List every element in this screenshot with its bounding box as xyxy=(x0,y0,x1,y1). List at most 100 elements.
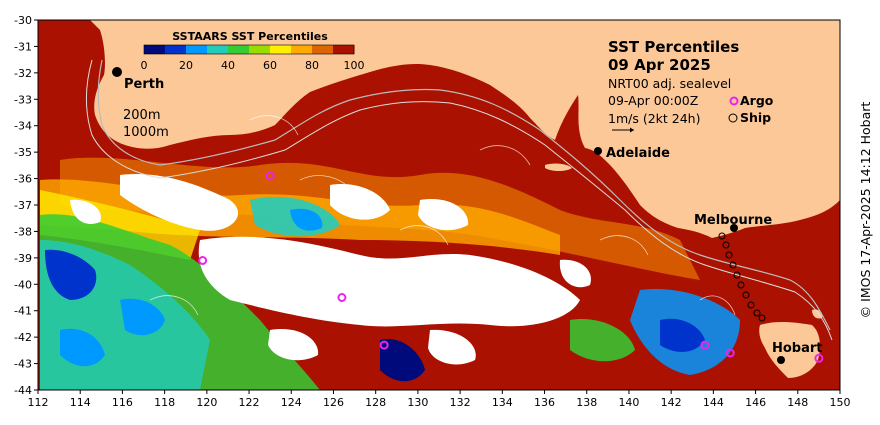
colorbar-swatch xyxy=(144,45,166,54)
argo-float-marker[interactable] xyxy=(814,353,824,363)
y-tick-label: -35 xyxy=(14,146,32,159)
timestamp: 09-Apr 00:00Z xyxy=(608,93,698,108)
imos-credit: © IMOS 17-Apr-2025 14:12 Hobart xyxy=(858,102,873,319)
x-tick-label: 148 xyxy=(787,396,808,409)
sst-cold-patch-tas-2 xyxy=(660,318,705,352)
argo-float-marker[interactable] xyxy=(198,256,208,265)
y-tick-label: -34 xyxy=(14,120,32,133)
contour-1000m xyxy=(85,59,833,341)
city-label-perth: Perth xyxy=(124,77,164,92)
argo-legend-label: Argo xyxy=(740,93,774,108)
sst-cold-patch-4 xyxy=(380,339,425,382)
land-kangaroo-island xyxy=(545,163,572,171)
y-tick-label: -33 xyxy=(14,93,32,106)
x-tick-label: 150 xyxy=(830,396,851,409)
land-australia xyxy=(38,20,840,238)
x-tick-label: 124 xyxy=(281,396,302,409)
argo-float-marker[interactable] xyxy=(379,340,389,350)
colorbar-title: SSTAARS SST Percentiles xyxy=(172,30,328,43)
y-tick-label: -39 xyxy=(14,252,32,265)
y-tick-label: -30 xyxy=(14,14,32,27)
y-tick-label: -37 xyxy=(14,199,32,212)
x-axis: 112 114 116 118 120 122 124 126 128 130 132 134 136 1… xyxy=(28,390,851,409)
cloud-1 xyxy=(120,174,239,231)
x-tick-label: 138 xyxy=(576,396,597,409)
colorbar-tick-label: 60 xyxy=(263,59,277,72)
city-dot-hobart xyxy=(777,356,785,364)
contour-legend-200m: 200m xyxy=(123,108,160,123)
colorbar-swatch xyxy=(186,45,208,54)
x-tick-label: 118 xyxy=(154,396,175,409)
city-dot-perth xyxy=(112,67,122,77)
map-title: SST Percentiles xyxy=(608,38,739,56)
y-axis: -30 -31 -32 -33 -34 -35 -36 -37 -38 -39 -40 -41 -42 -… xyxy=(14,14,38,397)
colorbar-swatch xyxy=(312,45,334,54)
cloud-6 xyxy=(428,329,476,365)
x-tick-label: 122 xyxy=(239,396,260,409)
x-tick-label: 116 xyxy=(112,396,133,409)
x-tick-label: 126 xyxy=(323,396,344,409)
cloud-5 xyxy=(268,329,319,361)
colorbar-swatch xyxy=(207,45,229,54)
colorbar-swatch xyxy=(270,45,292,54)
sst-cold-patch-2 xyxy=(120,298,165,336)
city-label-adelaide: Adelaide xyxy=(606,146,670,161)
colorbar-swatch xyxy=(249,45,271,54)
velocity-arrowhead xyxy=(630,127,634,133)
city-dot-adelaide xyxy=(594,147,602,155)
colorbar-frame xyxy=(143,44,355,55)
argo-float-marker[interactable] xyxy=(337,293,347,302)
colorbar-tick-label: 40 xyxy=(221,59,235,72)
y-tick-label: -44 xyxy=(14,384,32,397)
argo-markers xyxy=(198,171,824,363)
sst-cold-patch-6 xyxy=(290,208,323,231)
argo-legend-icon xyxy=(729,96,739,106)
cloud-4 xyxy=(418,199,469,231)
x-tick-label: 144 xyxy=(703,396,724,409)
x-tick-label: 114 xyxy=(70,396,91,409)
x-tick-label: 128 xyxy=(365,396,386,409)
colorbar-swatch xyxy=(291,45,313,54)
argo-float-marker[interactable] xyxy=(265,171,275,181)
sst-green-patch-east xyxy=(570,319,635,362)
city-label-melbourne: Melbourne xyxy=(694,213,772,228)
colorbar: SSTAARS SST Percentiles 0 20 40 60 80 100 xyxy=(141,30,365,72)
colorbar-swatch xyxy=(228,45,250,54)
x-tick-label: 140 xyxy=(618,396,639,409)
x-tick-label: 130 xyxy=(407,396,428,409)
x-tick-label: 136 xyxy=(534,396,555,409)
colorbar-tick-label: 0 xyxy=(141,59,148,72)
colorbar-tick-label: 20 xyxy=(179,59,193,72)
city-label-hobart: Hobart xyxy=(772,341,823,356)
colorbar-tick-label: 80 xyxy=(305,59,319,72)
land-tasmania xyxy=(759,321,820,378)
contour-legend-1000m: 1000m xyxy=(123,125,169,140)
colorbar-swatch xyxy=(333,45,355,54)
sst-cold-patch-3 xyxy=(60,328,105,367)
ship-track xyxy=(718,232,766,322)
x-tick-label: 142 xyxy=(661,396,682,409)
colorbar-swatch xyxy=(165,45,187,54)
x-tick-label: 120 xyxy=(196,396,217,409)
contour-200m xyxy=(97,59,831,331)
current-vectors xyxy=(129,115,736,316)
y-tick-label: -40 xyxy=(14,278,32,291)
ship-legend-label: Ship xyxy=(740,110,771,125)
y-tick-label: -31 xyxy=(14,40,32,53)
y-tick-label: -43 xyxy=(14,358,32,371)
x-tick-label: 134 xyxy=(492,396,513,409)
y-tick-label: -41 xyxy=(14,305,32,318)
y-tick-label: -42 xyxy=(14,331,32,344)
cloud-7 xyxy=(70,199,101,224)
product-name: NRT00 adj. sealevel xyxy=(608,76,731,91)
map-date: 09 Apr 2025 xyxy=(608,56,711,74)
argo-float-marker[interactable] xyxy=(700,340,710,350)
cloud-3 xyxy=(330,184,390,220)
cloud-8 xyxy=(559,259,591,288)
x-tick-label: 146 xyxy=(745,396,766,409)
y-tick-label: -38 xyxy=(14,225,32,238)
y-tick-label: -36 xyxy=(14,173,32,186)
x-tick-label: 132 xyxy=(450,396,471,409)
argo-float-marker[interactable] xyxy=(725,348,735,358)
